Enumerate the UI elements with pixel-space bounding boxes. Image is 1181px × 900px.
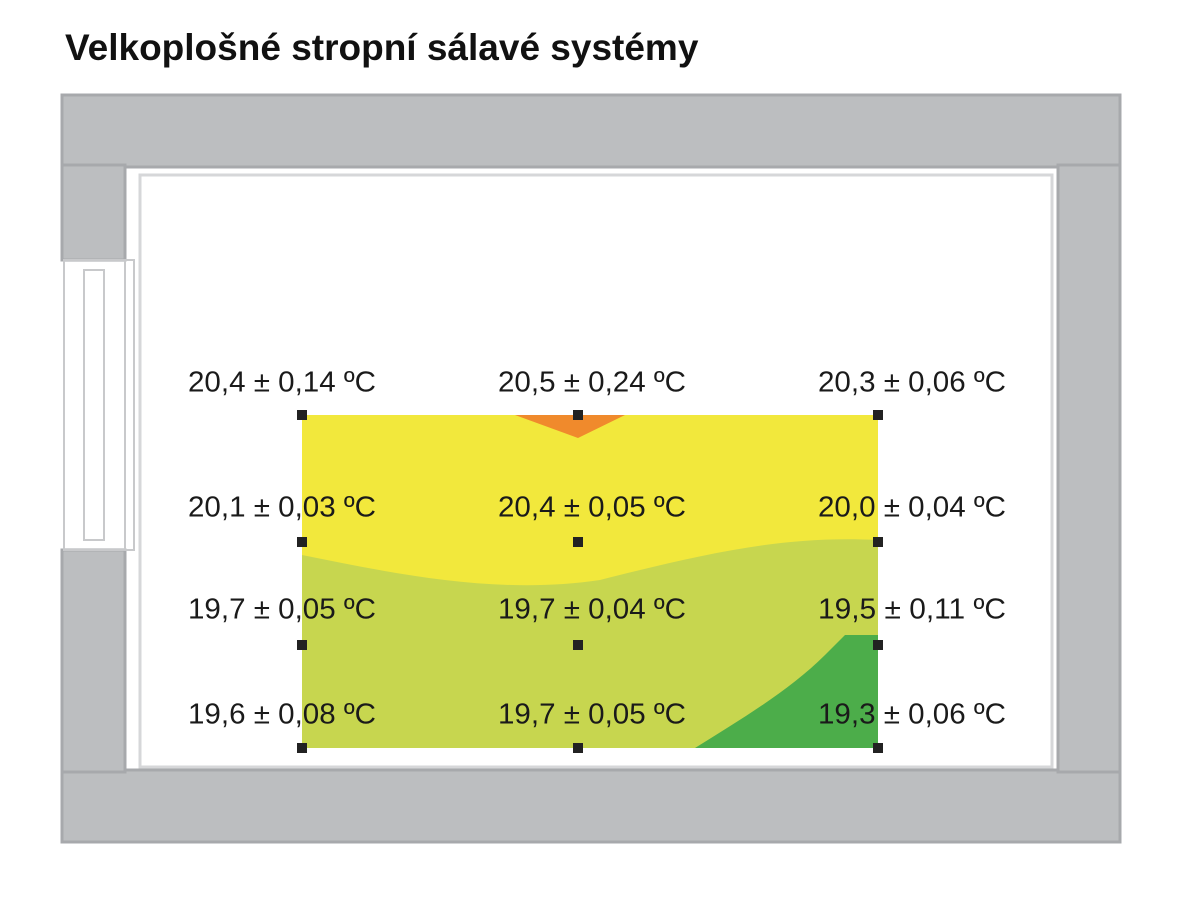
sensor [873, 410, 883, 420]
sensor [297, 537, 307, 547]
temperature-label: 19,7 ± 0,05 ºC [188, 594, 376, 626]
ceiling [60, 93, 1122, 169]
temperature-label: 20,3 ± 0,06 ºC [818, 367, 1006, 399]
sensor [573, 410, 583, 420]
sensor [873, 537, 883, 547]
floor [60, 768, 1122, 844]
temperature-label: 19,7 ± 0,05 ºC [498, 699, 686, 731]
temperature-label: 19,3 ± 0,06 ºC [818, 699, 1006, 731]
right-wall [1056, 163, 1122, 774]
sensor [297, 640, 307, 650]
temperature-field [302, 415, 878, 748]
title: Velkoplošné stropní sálavé systémy [65, 27, 699, 68]
temperature-label: 20,5 ± 0,24 ºC [498, 367, 686, 399]
sensor [573, 640, 583, 650]
markers [297, 410, 883, 753]
left-wall-lower [60, 548, 127, 774]
temperature-label: 20,4 ± 0,14 ºC [188, 367, 376, 399]
sensor [297, 410, 307, 420]
left-wall-upper [60, 163, 127, 262]
sensor [873, 743, 883, 753]
temperature-label: 20,0 ± 0,04 ºC [818, 492, 1006, 524]
temperature-label: 19,5 ± 0,11 ºC [818, 594, 1006, 626]
window [63, 259, 135, 551]
sensor [297, 743, 307, 753]
labels: 20,4 ± 0,14 ºC 20,5 ± 0,24 ºC 20,3 ± 0,06 … [188, 367, 1006, 731]
temperature-label: 20,4 ± 0,05 ºC [498, 492, 686, 524]
room-inner [138, 173, 1054, 769]
sensor [573, 537, 583, 547]
temperature-label: 19,7 ± 0,04 ºC [498, 594, 686, 626]
temperature-label: 20,1 ± 0,03 ºC [188, 492, 376, 524]
sensor [573, 743, 583, 753]
sensor [873, 640, 883, 650]
temperature-label: 19,6 ± 0,08 ºC [188, 699, 376, 731]
